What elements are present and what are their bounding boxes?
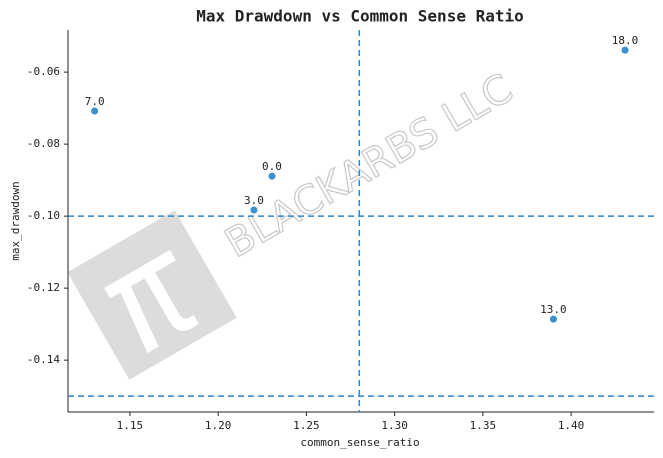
x-axis-label: common_sense_ratio xyxy=(300,436,419,449)
y-axis-label: max_drawdown xyxy=(9,181,22,260)
x-tick-label: 1.30 xyxy=(381,419,408,432)
x-tick-label: 1.25 xyxy=(293,419,320,432)
x-tick-label: 1.35 xyxy=(470,419,497,432)
point xyxy=(621,46,629,54)
watermark-logo xyxy=(67,210,237,380)
x-tick-label: 1.40 xyxy=(558,419,585,432)
point xyxy=(250,206,258,214)
point-label: 18.0 xyxy=(612,34,639,47)
point-label: 13.0 xyxy=(540,303,567,316)
point xyxy=(549,315,557,323)
y-tick-label: -0.14 xyxy=(27,353,60,366)
y-tick-label: -0.06 xyxy=(27,65,60,78)
point xyxy=(91,107,99,115)
chart-title: Max Drawdown vs Common Sense Ratio xyxy=(196,7,524,26)
x-tick-label: 1.15 xyxy=(117,419,144,432)
point-label: 7.0 xyxy=(85,95,105,108)
point-label: 0.0 xyxy=(262,160,282,173)
point-label: 3.0 xyxy=(244,194,264,207)
y-tick-label: -0.10 xyxy=(27,209,60,222)
y-tick-label: -0.12 xyxy=(27,281,60,294)
y-tick-label: -0.08 xyxy=(27,137,60,150)
point xyxy=(268,172,276,180)
x-tick-label: 1.20 xyxy=(205,419,232,432)
